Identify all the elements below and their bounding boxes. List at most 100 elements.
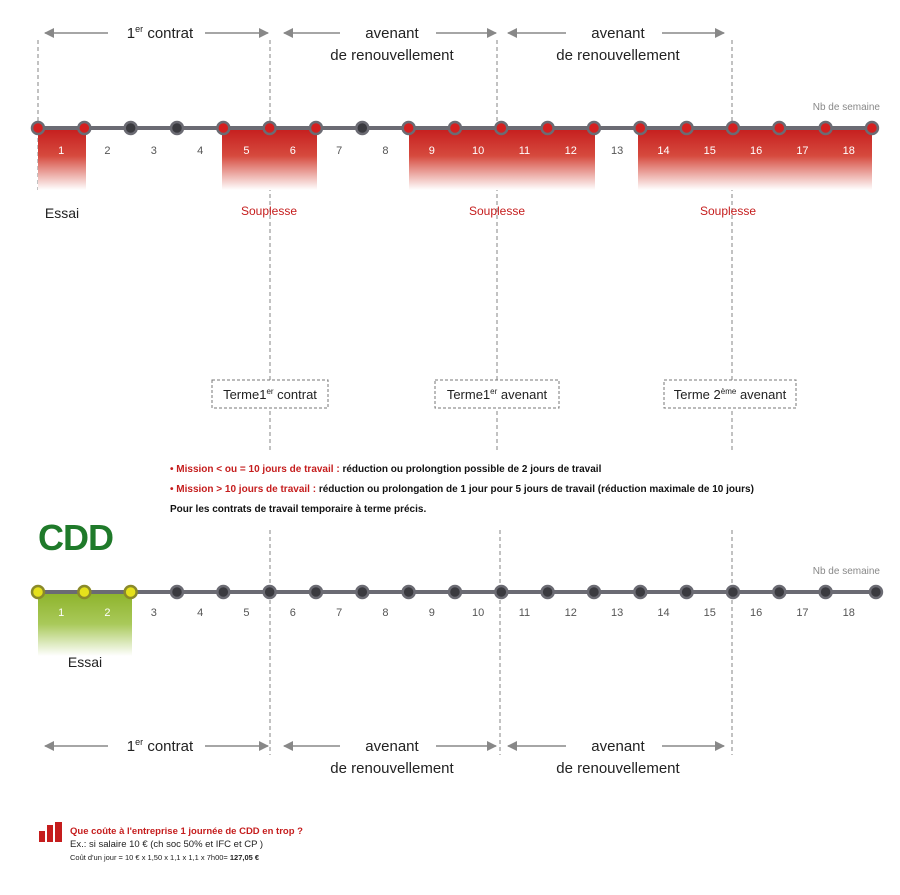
cdd-timeline-node [123, 584, 138, 600]
renewal1-line1: avenant [365, 25, 419, 42]
week-label: 5 [243, 145, 249, 157]
top-trial-label: Essai [45, 205, 79, 221]
cdd-timeline-node [725, 584, 741, 600]
timeline-node [447, 120, 463, 136]
week-label: 2 [104, 145, 110, 157]
end-box-3-label: Terme 2ème avenant [674, 387, 787, 402]
cdd-week-label: 8 [382, 607, 388, 619]
timeline-node [772, 120, 787, 136]
end-box-1-label: Terme1er contrat [223, 387, 317, 402]
timeline-node [679, 120, 694, 136]
timeline-node [169, 120, 185, 136]
note-line-1: • Mission < ou = 10 jours de travail : r… [170, 464, 602, 475]
cdd-timeline-node [216, 584, 231, 600]
timeline-node [818, 120, 833, 136]
cdd-timeline-node [447, 584, 463, 600]
end-box-1 [211, 379, 329, 409]
cdd-week-label: 12 [565, 607, 577, 619]
cdd-week-label: 1 [58, 607, 64, 619]
cdd-timeline-node [169, 584, 185, 600]
top-highlight-blocks [38, 128, 872, 190]
week-label: 16 [750, 145, 762, 157]
cdd-week-label: 17 [796, 607, 808, 619]
timeline-node [494, 120, 509, 136]
cdd-trial-block [38, 592, 132, 656]
end-box-3 [663, 379, 797, 409]
cdd-week-labels: 1 2 3 4 5 6 7 8 9 10 11 12 13 14 15 16 17 18 [58, 607, 855, 619]
cdd-timeline-nodes [30, 584, 884, 600]
cdd-renewal2-line2: de renouvellement [556, 760, 680, 777]
top-contract-arrows: 1er contrat avenant de renouvellement av… [44, 24, 725, 64]
timeline-node [262, 120, 277, 136]
timeline-node [401, 120, 416, 136]
cost-example: Ex.: si salaire 10 € (ch soc 50% et IFC … [70, 839, 264, 850]
flex-label-2: Souplesse [469, 204, 525, 218]
end-boxes: Terme1er contrat Terme1er avenant Terme … [211, 379, 797, 409]
renewal2-line2: de renouvellement [556, 47, 680, 64]
timeline-node [308, 120, 324, 136]
note-line-2: • Mission > 10 jours de travail : réduct… [170, 484, 754, 495]
week-label: 12 [565, 145, 577, 157]
cdd-timeline-node [30, 584, 46, 600]
flex-block-1 [222, 128, 317, 190]
cdd-week-label: 18 [843, 607, 855, 619]
cdd-week-label: 9 [429, 607, 435, 619]
week-label: 18 [843, 145, 855, 157]
top-timeline-nodes [30, 120, 880, 136]
cdd-week-label: 3 [151, 607, 157, 619]
week-label: 11 [519, 145, 530, 157]
bar-chart-icon [39, 822, 62, 842]
timeline-node [725, 120, 741, 136]
cdd-timeline-node [494, 584, 509, 600]
note-line-3: Pour les contrats de travail temporaire … [170, 504, 427, 515]
cdd-week-label: 15 [704, 607, 716, 619]
timeline-node [30, 120, 46, 136]
end-box-2 [434, 379, 560, 409]
week-label: 15 [704, 145, 716, 157]
cdd-week-label: 16 [750, 607, 762, 619]
week-label: 9 [429, 145, 435, 157]
timeline-node [77, 120, 92, 136]
cdd-renewal1-line1: avenant [365, 738, 419, 755]
week-label: 14 [657, 145, 669, 157]
timeline-node [216, 120, 231, 136]
week-label: 7 [336, 145, 342, 157]
bottom-contract-arrows: 1er contrat avenant de renouvellement av… [44, 737, 725, 777]
cdd-unit-label: Nb de semaine [813, 566, 881, 577]
flex-block-3 [638, 128, 872, 190]
flex-label-3: Souplesse [700, 204, 756, 218]
cdd-timeline-node [401, 584, 416, 600]
cdd-timeline-node [262, 584, 277, 600]
cdd-week-label: 10 [472, 607, 484, 619]
cdd-timeline-node [586, 584, 602, 600]
contract-boundary-lines [37, 40, 733, 755]
end-box-2-label: Terme1er avenant [447, 387, 548, 402]
cdd-week-label: 13 [611, 607, 623, 619]
cdd-timeline-node [868, 584, 884, 600]
cdd-timeline-node [355, 584, 370, 600]
cdd-timeline-node [818, 584, 833, 600]
first-contract-label: 1er contrat [127, 24, 194, 42]
cdd-renewal1-line2: de renouvellement [330, 760, 454, 777]
week-label: 1 [58, 145, 64, 157]
cdd-title: CDD [38, 517, 114, 558]
timeline-node [586, 120, 602, 136]
timeline-node [355, 120, 370, 136]
cost-question: Que coûte à l'entreprise 1 journée de CD… [70, 826, 303, 837]
flex-block-2 [409, 128, 595, 190]
week-label: 8 [382, 145, 388, 157]
week-label: 3 [151, 145, 157, 157]
cdd-timeline-node [308, 584, 324, 600]
cdd-renewal2-line1: avenant [591, 738, 645, 755]
week-label: 13 [611, 145, 623, 157]
timeline-node [864, 120, 880, 136]
cdd-week-label: 14 [657, 607, 669, 619]
trial-block [38, 128, 86, 190]
cdd-week-label: 5 [243, 607, 249, 619]
renewal2-line1: avenant [591, 25, 645, 42]
flexibility-notes: • Mission < ou = 10 jours de travail : r… [170, 460, 754, 520]
cdd-timeline-node [679, 584, 694, 600]
top-week-labels: 1 2 3 4 5 6 7 8 9 10 11 12 13 14 15 16 17 18 [58, 145, 855, 157]
cdd-timeline-node [540, 584, 555, 600]
